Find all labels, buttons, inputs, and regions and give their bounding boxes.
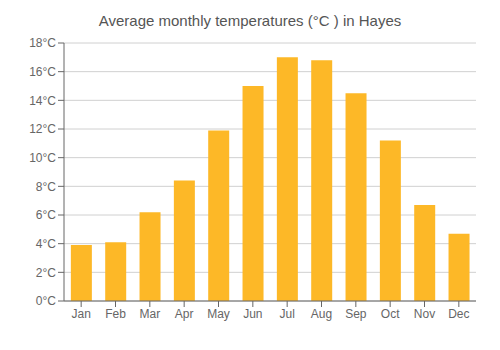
svg-text:Mar: Mar xyxy=(139,307,160,321)
svg-text:14°C: 14°C xyxy=(29,94,56,108)
svg-text:8°C: 8°C xyxy=(36,180,56,194)
svg-text:Aug: Aug xyxy=(311,307,332,321)
svg-text:6°C: 6°C xyxy=(36,208,56,222)
svg-text:4°C: 4°C xyxy=(36,237,56,251)
svg-text:Apr: Apr xyxy=(175,307,194,321)
svg-text:Dec: Dec xyxy=(448,307,469,321)
svg-text:Oct: Oct xyxy=(381,307,400,321)
svg-text:16°C: 16°C xyxy=(29,65,56,79)
html-text:Average monthly temperatures (: Average monthly temperatures (°C ) in Ha… xyxy=(98,12,402,29)
svg-text:Jul: Jul xyxy=(279,307,294,321)
svg-text:Jun: Jun xyxy=(243,307,262,321)
svg-text:May: May xyxy=(207,307,230,321)
svg-text:12°C: 12°C xyxy=(29,122,56,136)
svg-text:10°C: 10°C xyxy=(29,151,56,165)
svg-text:18°C: 18°C xyxy=(29,36,56,50)
svg-text:2°C: 2°C xyxy=(36,266,56,280)
svg-text:0°C: 0°C xyxy=(36,294,56,308)
svg-text:Feb: Feb xyxy=(105,307,126,321)
svg-text:Nov: Nov xyxy=(414,307,435,321)
svg-text:Jan: Jan xyxy=(71,307,90,321)
svg-text:Sep: Sep xyxy=(345,307,367,321)
